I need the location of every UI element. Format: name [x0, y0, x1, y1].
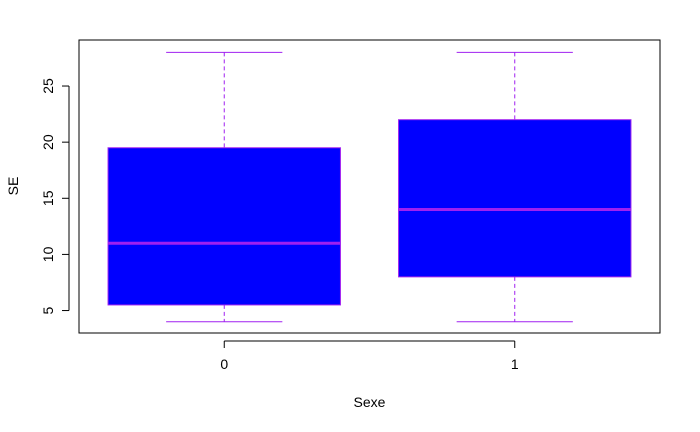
box-marks — [107, 51, 632, 323]
x-tick-label: 1 — [511, 356, 519, 372]
plot-area — [78, 39, 661, 334]
x-axis-label: Sexe — [354, 394, 386, 410]
y-axis-label: SE — [5, 177, 21, 196]
box-group-0 — [107, 51, 341, 323]
y-tick-label: 15 — [40, 190, 56, 206]
box-group-1 — [398, 51, 632, 323]
box-iqr — [398, 119, 632, 278]
y-tick-label: 25 — [40, 78, 56, 94]
y-tick-label: 20 — [40, 134, 56, 150]
x-tick-label: 0 — [220, 356, 228, 372]
y-tick-label: 5 — [40, 306, 56, 314]
y-tick-label: 10 — [40, 246, 56, 262]
box-iqr — [107, 147, 341, 306]
y-axis: 5 10 15 20 25 — [40, 78, 70, 314]
